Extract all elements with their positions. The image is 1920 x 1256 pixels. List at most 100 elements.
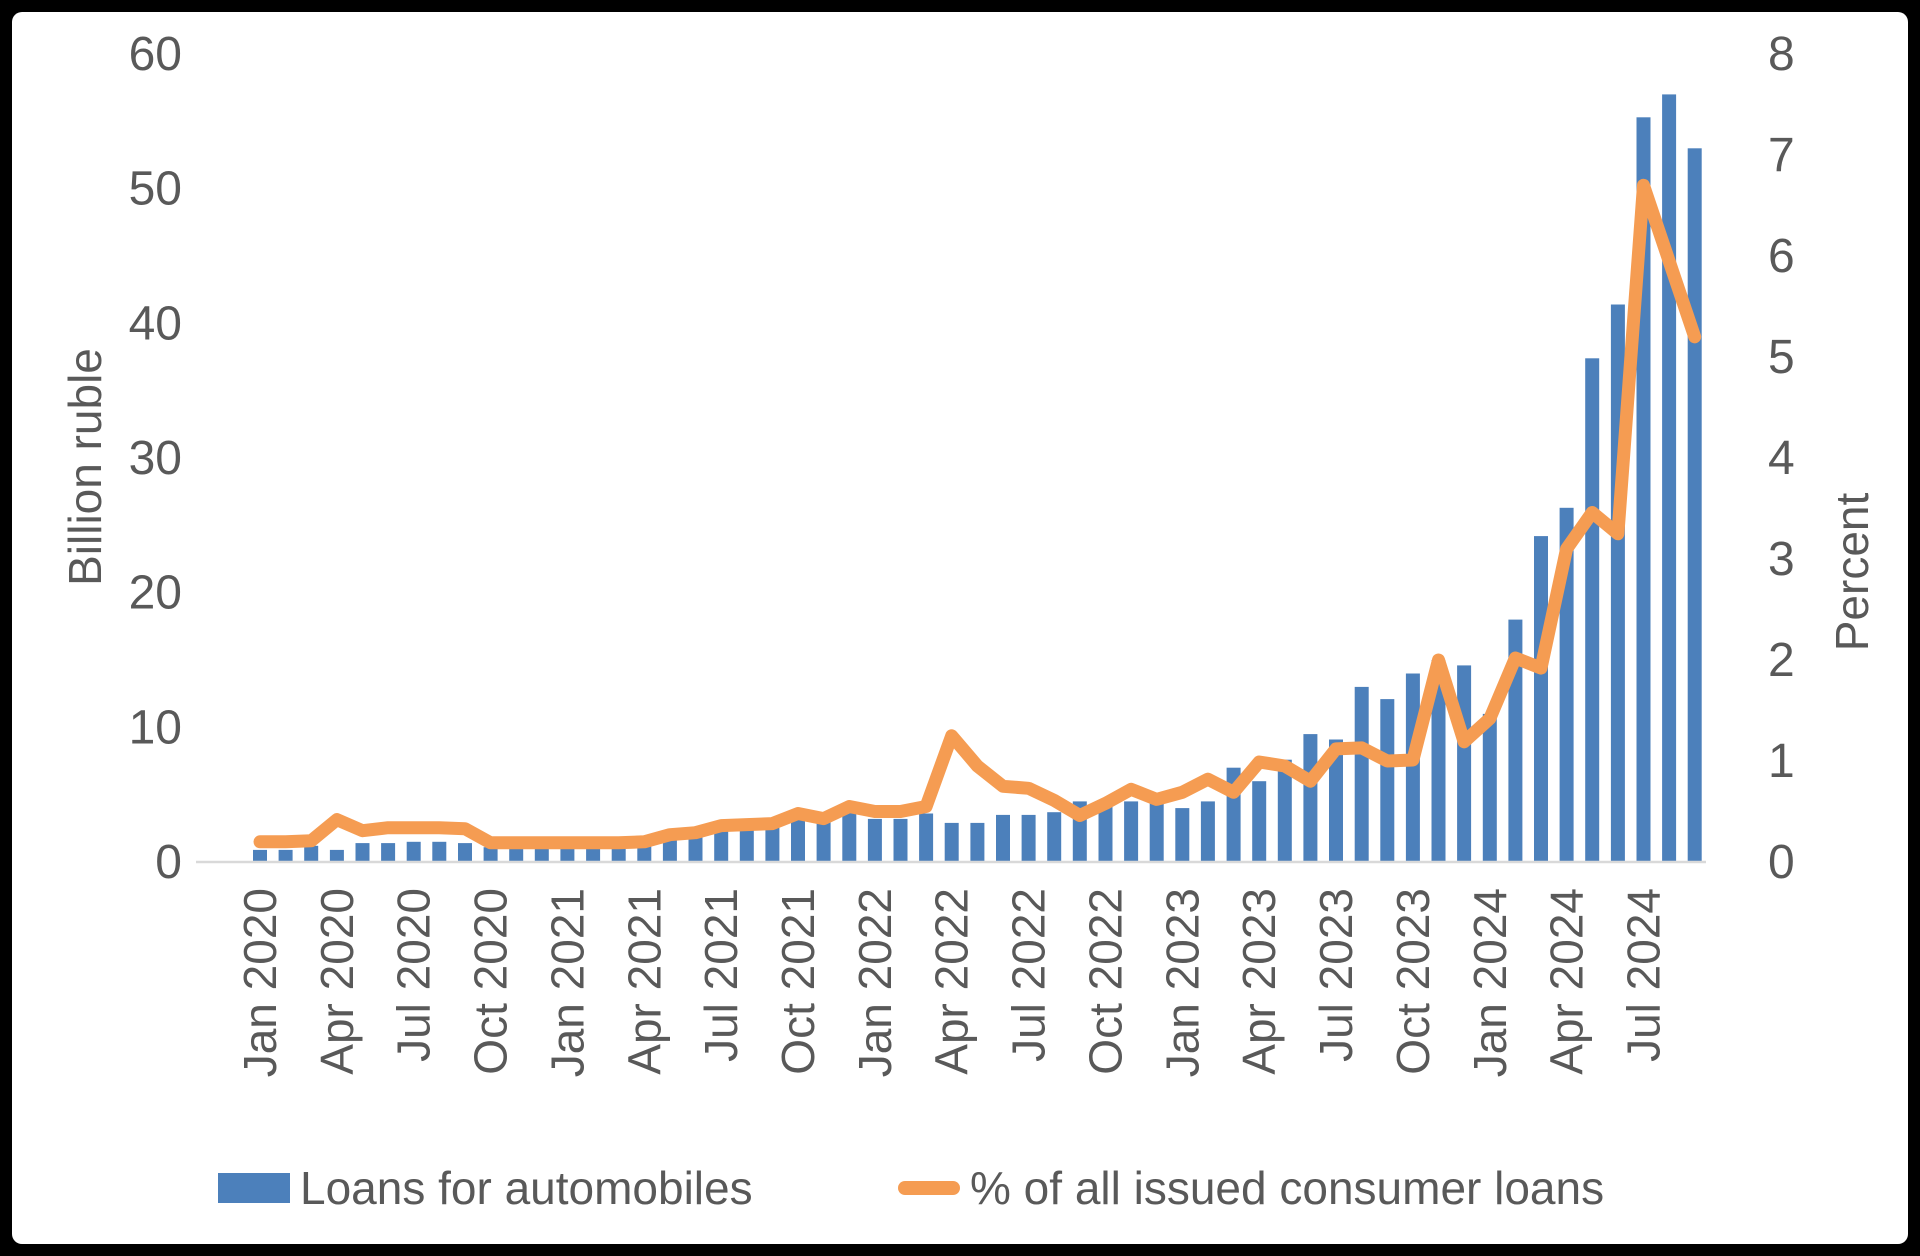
bar	[253, 849, 267, 862]
legend-item-percent: % of all issued consumer loans	[898, 1158, 1604, 1218]
bar	[662, 836, 677, 862]
bar	[1457, 665, 1472, 862]
bar	[1303, 734, 1318, 862]
left-axis-tick-label: 50	[129, 163, 182, 216]
bar	[1277, 759, 1292, 862]
bar	[1405, 673, 1420, 862]
bar	[458, 843, 472, 862]
bar	[432, 841, 447, 862]
right-axis-tick-label: 0	[1768, 836, 1795, 889]
x-axis-tick-label: Jan 2022	[849, 888, 901, 1077]
bar	[1534, 536, 1548, 862]
left-axis-tick-label: 0	[155, 836, 182, 889]
right-axis-tick-label: 1	[1768, 735, 1795, 788]
bar	[560, 847, 575, 862]
bar	[714, 825, 729, 862]
x-axis-tick-label: Jan 2021	[541, 888, 593, 1077]
bar	[304, 845, 319, 862]
bar	[586, 847, 601, 862]
left-axis-tick-label: 30	[129, 432, 182, 485]
bar	[1482, 713, 1497, 862]
left-axis-tick-label: 20	[129, 567, 182, 620]
bar	[534, 845, 549, 862]
left-axis-tick-label: 40	[129, 297, 182, 350]
x-axis-tick-label: Oct 2023	[1387, 888, 1439, 1075]
bar	[1124, 801, 1139, 862]
x-axis-tick-label: Jul 2023	[1310, 888, 1362, 1062]
combo-chart-plot: 0 10 20 30 40 50 60 0 1 2 3 4 5 6 7 8 Jan 2020 Apr 2020 Ju…	[129, 28, 1795, 1077]
x-axis-tick-label: Oct 2020	[465, 888, 517, 1075]
bar	[406, 841, 421, 862]
right-axis-title: Percent	[1826, 492, 1878, 652]
left-axis-tick-label: 10	[129, 701, 182, 754]
bar	[1200, 801, 1215, 862]
x-axis-tick-label: Jul 2020	[388, 888, 440, 1062]
bar	[1098, 801, 1113, 862]
bar	[483, 847, 498, 862]
x-axis-tick-label: Jul 2024	[1618, 888, 1670, 1062]
bar	[1662, 94, 1677, 862]
bar	[1329, 739, 1343, 862]
bar	[1354, 686, 1369, 862]
right-axis-tick-label: 2	[1768, 634, 1795, 687]
bar	[791, 814, 805, 862]
legend-item-loans: Loans for automobiles	[218, 1158, 753, 1218]
bar	[1252, 781, 1267, 862]
bar	[919, 813, 934, 862]
bar	[1380, 699, 1395, 862]
bar	[355, 843, 370, 862]
right-axis-tick-label: 4	[1768, 432, 1795, 485]
legend-label: Loans for automobiles	[300, 1162, 753, 1214]
right-axis-tick-label: 8	[1768, 28, 1795, 81]
bar	[842, 808, 857, 862]
legend: Loans for automobiles % of all issued co…	[12, 1158, 1908, 1218]
bar	[893, 818, 908, 862]
x-axis-tick-label: Apr 2024	[1541, 888, 1593, 1075]
bar	[739, 825, 754, 862]
right-axis-tick-label: 7	[1768, 129, 1795, 182]
left-axis-title: Billion ruble	[59, 348, 111, 586]
bar	[944, 822, 959, 862]
bar	[1021, 814, 1036, 862]
x-axis-tick-label: Apr 2022	[926, 888, 978, 1075]
bar	[509, 847, 524, 862]
x-axis-tick-label: Jan 2023	[1156, 888, 1208, 1077]
x-axis-tick-label: Jan 2020	[234, 888, 286, 1077]
bar	[816, 820, 831, 862]
x-axis-tick-label: Apr 2020	[311, 888, 363, 1075]
x-axis-tick-label: Apr 2023	[1233, 888, 1285, 1075]
line-series-swatch	[898, 1181, 960, 1195]
percent-line-series	[253, 178, 1702, 850]
x-axis-tick-label: Apr 2021	[618, 888, 670, 1075]
left-axis-tick-label: 60	[129, 28, 182, 81]
x-axis-tick-label: Oct 2021	[772, 888, 824, 1075]
bar	[1149, 793, 1164, 862]
bar	[688, 836, 703, 862]
bar	[1431, 660, 1446, 862]
x-axis-tick-label: Jan 2024	[1464, 888, 1516, 1077]
bar	[278, 849, 293, 862]
x-axis-tick-label: Oct 2022	[1080, 888, 1132, 1075]
bar	[765, 824, 780, 862]
bar	[1687, 148, 1702, 863]
bar-series-swatch	[218, 1173, 290, 1203]
right-axis-tick-label: 6	[1768, 230, 1795, 283]
bar	[996, 814, 1010, 862]
bar	[867, 818, 882, 862]
bar	[611, 847, 626, 862]
right-axis-tick-label: 3	[1768, 533, 1795, 586]
bar	[1175, 808, 1190, 862]
bar	[1559, 507, 1574, 862]
x-axis-tick-label: Jul 2022	[1003, 888, 1055, 1062]
bar	[329, 849, 344, 862]
bar	[381, 843, 396, 862]
bar	[637, 845, 652, 862]
legend-label: % of all issued consumer loans	[970, 1162, 1605, 1214]
right-axis-tick-label: 5	[1768, 331, 1795, 384]
bar	[1585, 358, 1600, 862]
x-axis-tick-label: Jul 2021	[695, 888, 747, 1062]
chart-canvas: 0 10 20 30 40 50 60 0 1 2 3 4 5 6 7 8 Jan 2020 Apr 2020 Ju…	[12, 12, 1908, 1244]
bar	[1047, 812, 1062, 862]
bar	[970, 822, 985, 862]
